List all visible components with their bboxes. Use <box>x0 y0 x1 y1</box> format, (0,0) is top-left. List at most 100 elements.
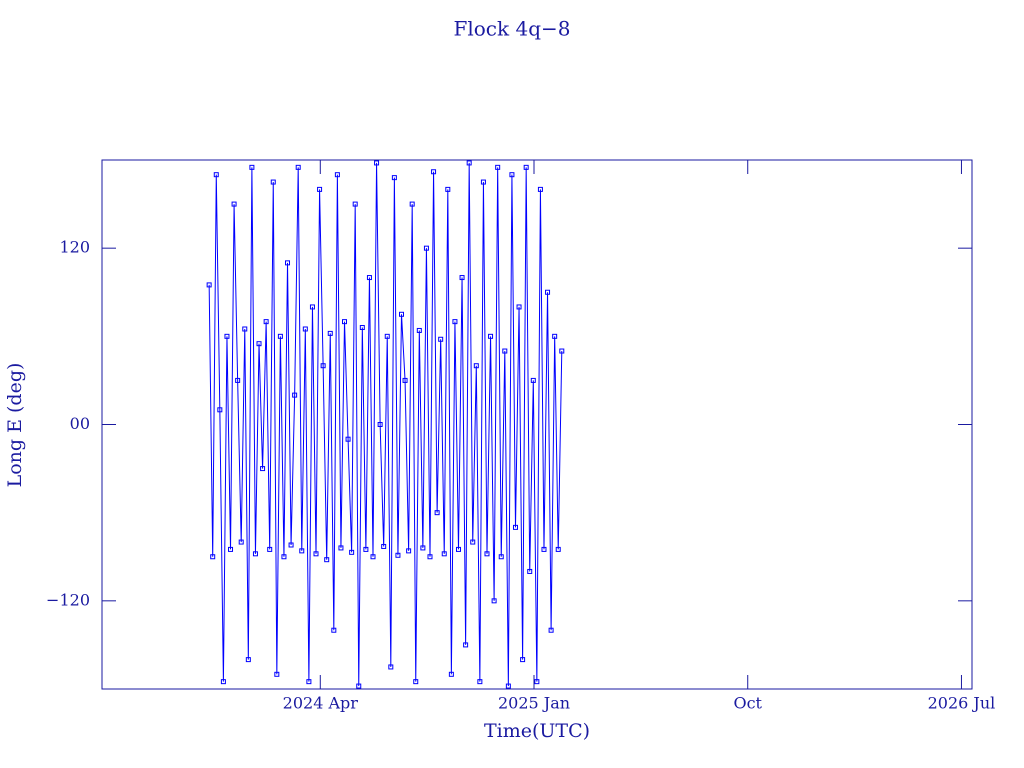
data-point <box>545 289 551 295</box>
data-point <box>398 311 404 317</box>
data-point <box>345 436 351 442</box>
data-point <box>448 671 454 677</box>
data-point <box>463 642 469 648</box>
data-point <box>334 172 340 178</box>
data-point <box>541 546 547 552</box>
data-point <box>252 551 258 557</box>
data-point <box>434 510 440 516</box>
data-point <box>523 164 529 170</box>
data-point <box>356 683 362 689</box>
y-tick-label: 120 <box>59 238 90 257</box>
data-point <box>327 330 333 336</box>
plot-area <box>206 160 565 689</box>
data-point <box>342 319 348 325</box>
data-point <box>306 679 312 685</box>
data-point <box>245 657 251 663</box>
data-point <box>502 348 508 354</box>
data-point <box>384 333 390 339</box>
data-point <box>552 333 558 339</box>
data-point <box>406 548 412 554</box>
data-point <box>231 201 237 207</box>
data-point <box>224 333 230 339</box>
data-point <box>420 545 426 551</box>
data-point <box>288 542 294 548</box>
data-point <box>331 627 337 633</box>
data-point <box>235 377 241 383</box>
data-point <box>409 201 415 207</box>
data-point <box>530 377 536 383</box>
data-point <box>466 160 472 166</box>
data-point <box>509 172 515 178</box>
data-point <box>491 598 497 604</box>
data-point <box>441 551 447 557</box>
data-point <box>537 186 543 192</box>
data-point <box>220 679 226 685</box>
data-point <box>320 363 326 369</box>
data-point <box>352 201 358 207</box>
data-point <box>534 679 540 685</box>
data-point <box>488 333 494 339</box>
data-point <box>313 551 319 557</box>
data-point <box>484 551 490 557</box>
data-point <box>455 546 461 552</box>
data-point <box>395 552 401 558</box>
data-point <box>374 160 380 166</box>
data-point <box>470 539 476 545</box>
data-point <box>281 554 287 560</box>
data-point <box>423 245 429 251</box>
data-point <box>416 327 422 333</box>
y-axis-label: Long E (deg) <box>4 363 26 488</box>
data-point <box>555 546 561 552</box>
data-point <box>292 392 298 398</box>
data-point <box>413 679 419 685</box>
data-point <box>213 172 219 178</box>
data-point <box>391 175 397 181</box>
y-tick-label: −120 <box>46 590 90 609</box>
x-tick-label: 2026 Jul <box>928 694 996 713</box>
data-point <box>388 664 394 670</box>
data-point <box>217 407 223 413</box>
data-point <box>206 282 212 288</box>
data-point <box>377 422 383 427</box>
data-point <box>263 319 269 325</box>
data-point <box>473 363 479 369</box>
data-point <box>299 548 305 554</box>
data-point <box>228 546 234 552</box>
data-point <box>520 657 526 663</box>
data-point <box>317 186 323 192</box>
data-point <box>267 546 273 552</box>
data-point <box>512 524 518 530</box>
x-tick-label: Oct <box>733 694 762 713</box>
data-point <box>370 554 376 560</box>
data-point <box>559 348 565 354</box>
data-point <box>338 545 344 551</box>
data-point <box>516 304 522 310</box>
data-point <box>366 275 372 281</box>
data-point <box>438 336 444 342</box>
data-point <box>238 539 244 545</box>
y-tick-label: 00 <box>70 414 90 433</box>
data-point <box>309 304 315 310</box>
data-point <box>277 333 283 339</box>
data-point <box>270 179 276 185</box>
data-point <box>295 164 301 170</box>
data-point <box>402 377 408 383</box>
data-point <box>495 164 501 170</box>
data-point <box>324 557 330 563</box>
data-point <box>480 179 486 185</box>
data-point <box>302 326 308 332</box>
data-point <box>548 627 554 633</box>
data-point <box>445 186 451 192</box>
data-point <box>349 549 355 555</box>
data-point <box>459 275 465 281</box>
data-point <box>427 554 433 560</box>
x-tick-label: 2025 Jan <box>498 694 570 713</box>
data-point <box>359 325 365 331</box>
x-tick-label: 2024 Apr <box>283 694 359 713</box>
data-point <box>527 568 533 574</box>
data-point <box>260 466 266 472</box>
data-point <box>498 554 504 560</box>
data-point <box>285 260 291 266</box>
